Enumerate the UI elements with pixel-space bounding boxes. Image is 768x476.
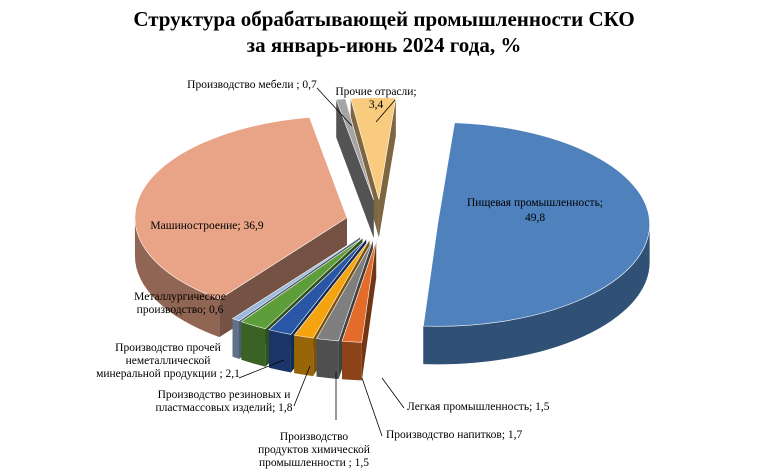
leader-furniture [316,87,353,127]
label-light: Легкая промышленность; 1,5 [407,401,550,413]
slice-light [341,240,377,343]
label-mineral-line-1: неметаллической [126,355,211,367]
label-furniture: Производство мебели ; 0,7 [187,79,317,91]
leader-drinks [361,377,383,437]
leader-light [381,377,405,409]
label-other-line-1: 3,4 [369,99,384,111]
chart-title-line-2: за январь-июнь 2024 года, % [246,33,522,57]
label-chem-line-2: промышленности ; 1,5 [259,457,369,469]
label-light-line-0: Легкая промышленность; 1,5 [407,401,550,413]
label-food-line-0: Пищевая промышленность; [467,197,603,209]
slice-other [350,97,397,200]
label-mineral-line-0: Производство прочей [115,342,221,354]
label-rubber: Производство резиновых и пластмассовых из… [155,389,292,414]
leader-other [375,99,396,123]
slice-wall-rubber [269,239,367,368]
slice-machine [134,116,348,300]
slice-wall-other [378,97,396,238]
slice-rim-light [341,341,362,381]
slice-rim-drinks [316,338,339,379]
label-other-line-0: Прочие отрасли; [335,86,416,98]
slice-rim-food [423,224,650,365]
label-furniture-line-0: Производство мебели ; 0,7 [187,79,317,91]
slice-rim-metal [232,318,239,359]
label-metal: Металлургическое производство; 0,6 [134,291,226,316]
label-chem-line-0: Производство [280,431,349,443]
slice-rim-rubber [269,329,291,373]
slice-rim-chem [294,335,314,377]
label-chem: Производство продуктов химической промышле… [258,431,370,469]
label-chem-line-1: продуктов химической [258,444,370,456]
leader-mineral [238,359,285,379]
leader-lines [238,87,405,437]
label-mineral-line-2: минеральной продукции ; 2,1 [96,368,240,380]
label-metal-line-0: Металлургическое [134,291,226,303]
slice-chem [293,239,370,339]
leader-rubber [293,365,311,407]
label-drinks: Производство напитков; 1,7 [386,429,523,441]
label-metal-line-1: производство; 0,6 [137,304,224,316]
data-labels: Пищевая промышленность; 49,8 Легкая промыш… [96,79,603,469]
chart-title: Структура обрабатывающей промышленности … [0,6,768,58]
slice-mineral [240,237,363,330]
slice-rubber [268,238,367,335]
label-machine: Машиностроение; 36,9 [150,220,263,232]
label-rubber-line-0: Производство резиновых и [158,389,291,401]
slice-drinks [316,240,374,342]
label-other: Прочие отрасли; 3,4 [335,86,416,111]
label-food-line-1: 49,8 [525,212,545,224]
label-machine-line-0: Машиностроение; 36,9 [150,220,263,232]
label-drinks-line-0: Производство напитков; 1,7 [386,429,523,441]
slice-rim-mineral [241,321,266,367]
slice-rim-machine [134,217,220,338]
slice-food [423,122,650,327]
label-rubber-line-1: пластмассовых изделий; 1,8 [155,402,292,414]
chart-title-line-1: Структура обрабатывающей промышленности … [133,7,635,31]
label-food: Пищевая промышленность; 49,8 [467,197,603,224]
slice-furniture [335,98,374,200]
label-mineral: Производство прочей неметаллической минера… [96,342,240,380]
slice-tops [134,97,650,343]
slice-metal [231,236,361,322]
